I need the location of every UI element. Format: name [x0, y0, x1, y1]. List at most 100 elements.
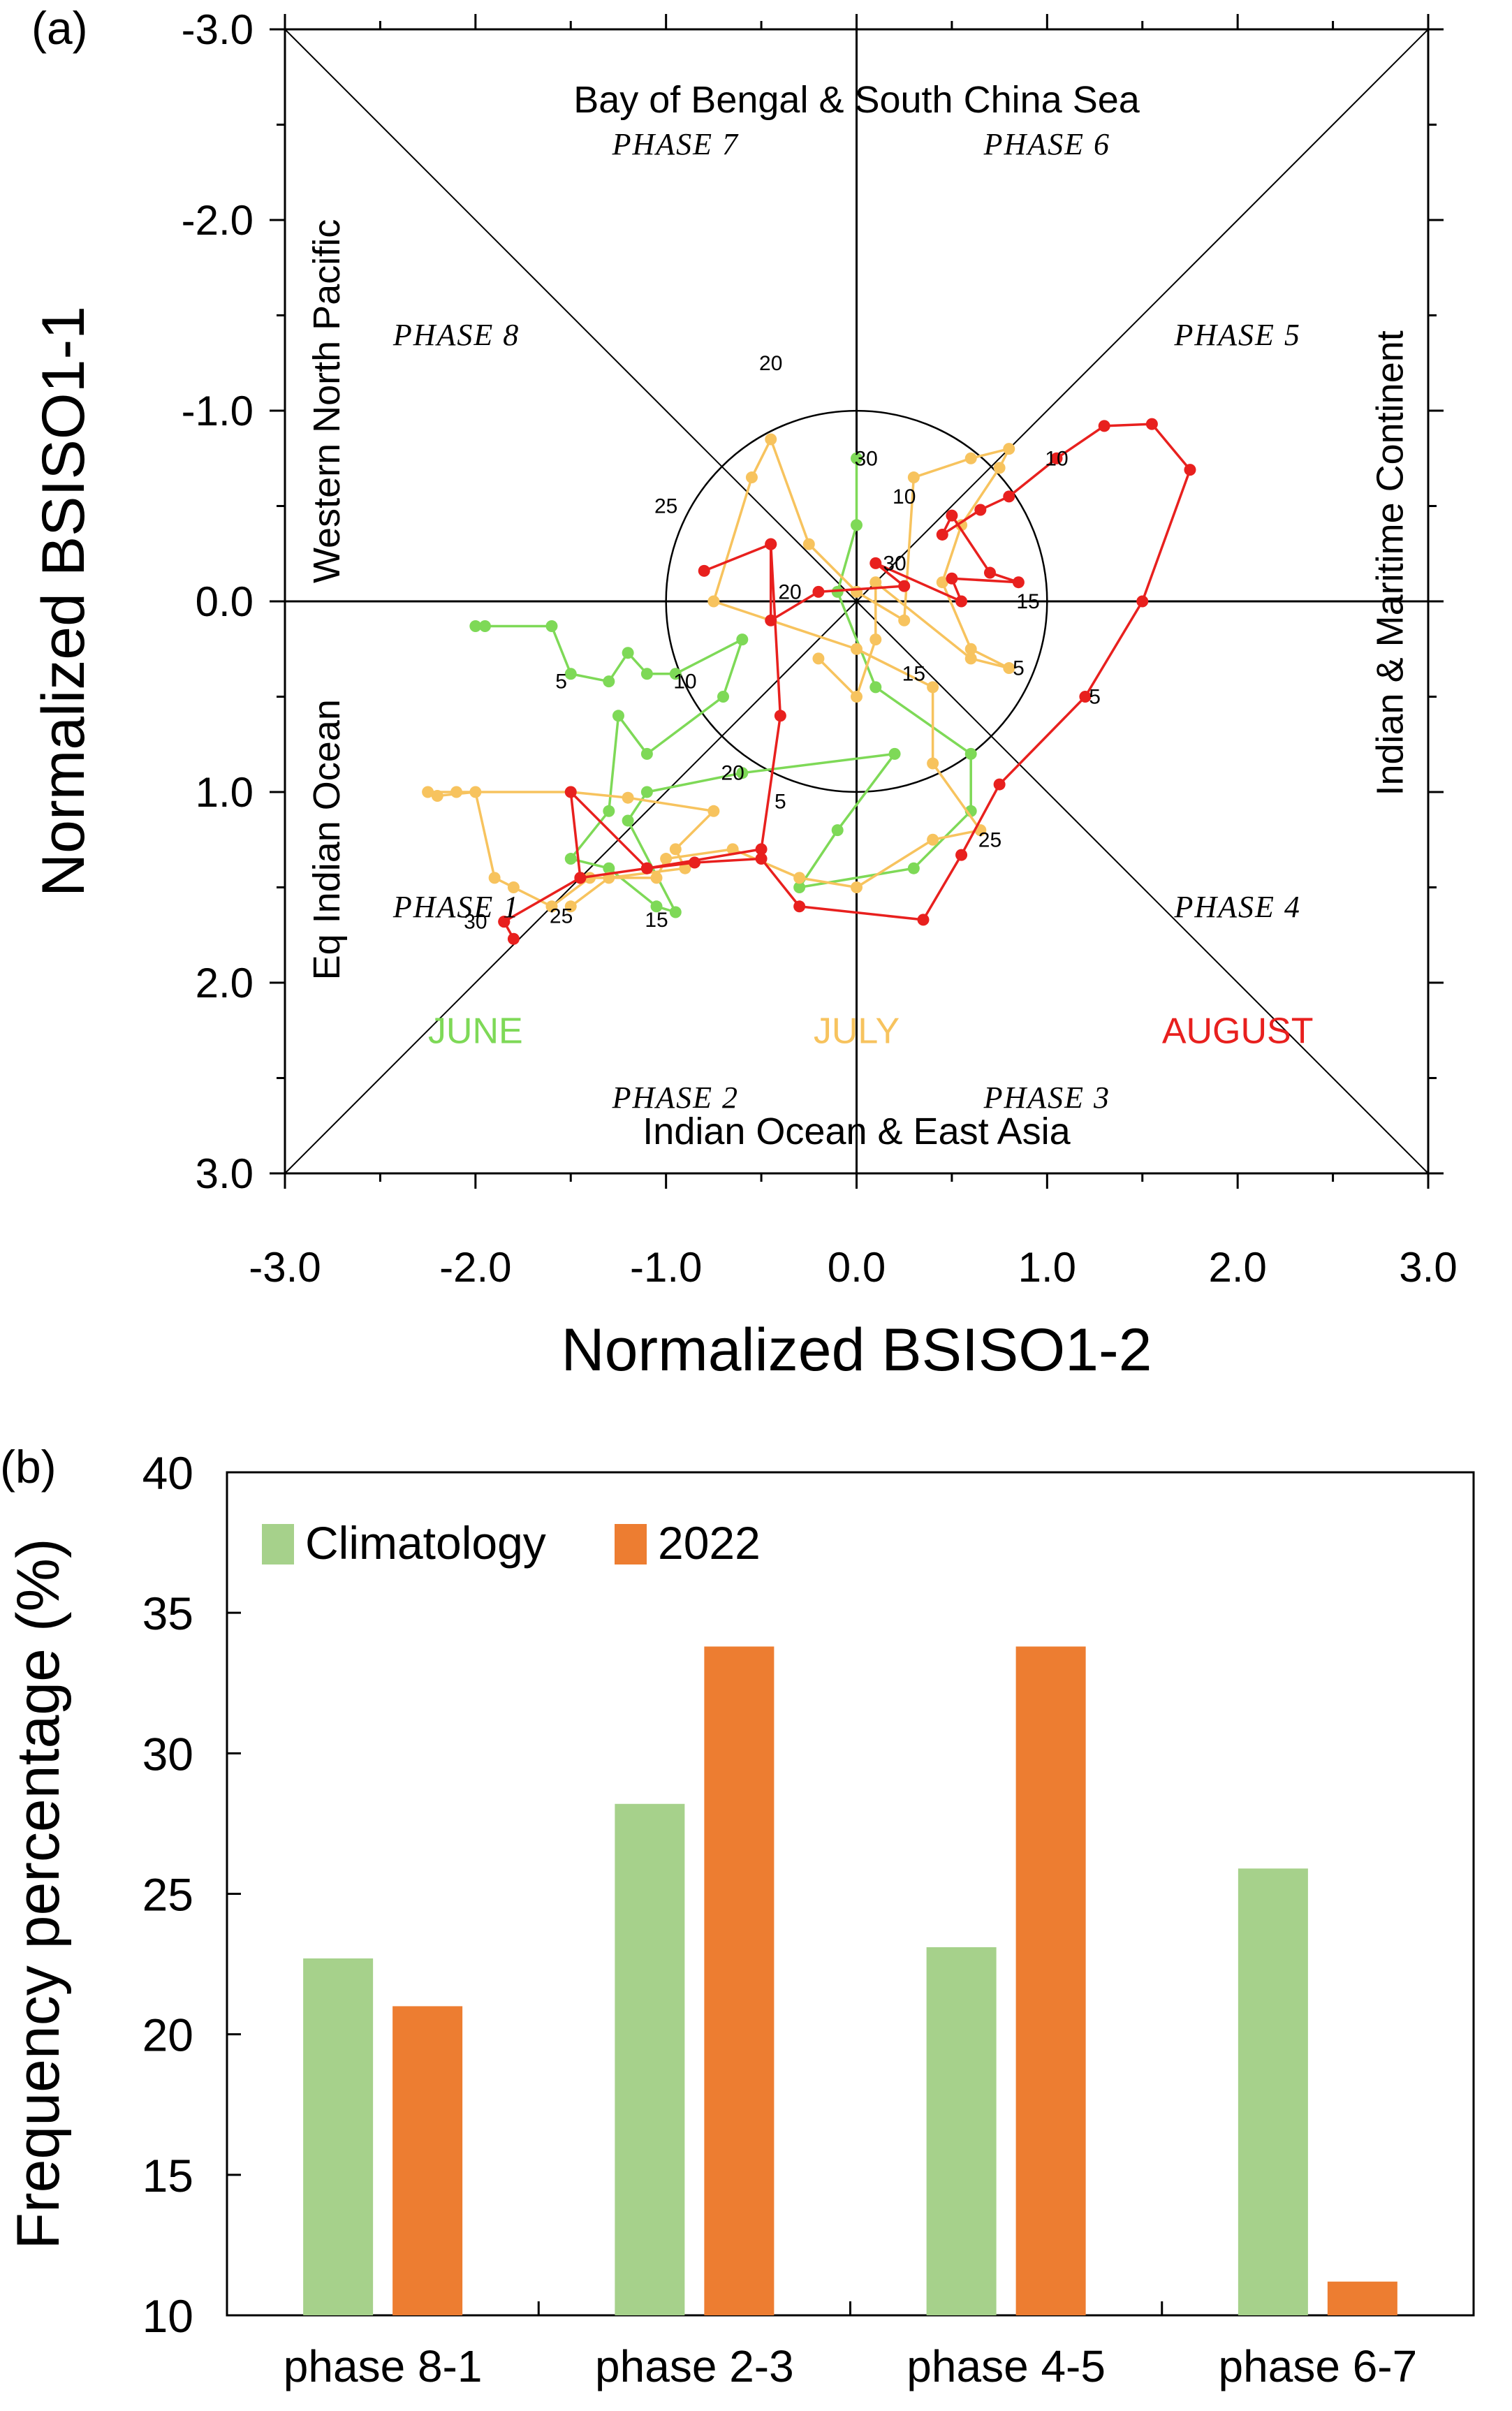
month-label: JULY [814, 1011, 900, 1051]
legend-label: 2022 [658, 1517, 761, 1569]
panel-b-label: (b) [0, 1441, 57, 1493]
day-label: 5 [775, 791, 786, 814]
trajectory-point-july [488, 872, 501, 884]
region-label-right: Indian & Maritime Continent [1369, 330, 1411, 796]
trajectory-point-july [564, 900, 577, 913]
day-label: 30 [854, 447, 877, 470]
trajectory-point-june [564, 853, 577, 865]
x-axis-label: Normalized BSISO1-2 [562, 1317, 1152, 1383]
frequency-bar-chart: 10 15 20 25 30 35 40 phase 8-1 phase 2-3 phase 4-… [5, 1447, 1475, 2391]
trajectory-point-june [831, 824, 844, 837]
bar-climatology [1238, 1868, 1308, 2315]
bar-y-tick-label: 40 [142, 1447, 193, 1499]
trajectory-point-june [612, 710, 624, 722]
phase-label: PHASE 3 [983, 1080, 1110, 1115]
phase-label: PHASE 8 [392, 318, 520, 352]
phase-label: PHASE 4 [1173, 890, 1300, 924]
trajectory-point-july [650, 872, 663, 884]
trajectory-point-july [660, 853, 673, 865]
region-label-top: Bay of Bengal & South China Sea [573, 79, 1140, 121]
bar-climatology [615, 1803, 685, 2315]
trajectory-point-july [812, 652, 825, 665]
trajectory-point-july [936, 576, 948, 589]
trajectory-point-july [669, 843, 682, 856]
day-label: 10 [1045, 447, 1068, 470]
bar-y-axis-label: Frequency percentage (%) [5, 1538, 72, 2249]
trajectory-point-june [736, 767, 749, 779]
trajectory-point-june [869, 681, 882, 694]
trajectory-point-july [898, 614, 911, 626]
phase-label: PHASE 1 [392, 890, 520, 924]
bar-climatology [303, 1958, 374, 2315]
trajectory-point-june [669, 668, 682, 680]
trajectory-point-july [927, 833, 939, 846]
bar-y-tick-label: 35 [142, 1588, 193, 1639]
trajectory-point-august [812, 585, 825, 598]
phase-label: PHASE 5 [1173, 318, 1300, 352]
bar-y-tick-label: 25 [142, 1869, 193, 1921]
day-label: 20 [759, 352, 782, 375]
month-label: AUGUST [1162, 1011, 1314, 1051]
trajectory-point-august [1098, 420, 1110, 432]
trajectory-point-august [955, 849, 968, 861]
trajectory-point-august [765, 614, 777, 626]
day-label: 15 [1016, 590, 1039, 613]
trajectory-point-june [888, 747, 901, 760]
bar-category-label: phase 2-3 [595, 2341, 794, 2391]
trajectory-point-august [1050, 452, 1063, 464]
x-tick-label: -3.0 [249, 1244, 321, 1291]
day-label: 25 [654, 495, 677, 518]
trajectory-point-july [765, 433, 777, 446]
legend-swatch [262, 1524, 294, 1564]
day-label: 10 [673, 670, 696, 694]
trajectory-point-august [755, 843, 768, 856]
diagonal-line-2 [284, 29, 1429, 1174]
phase-label: PHASE 2 [612, 1080, 739, 1115]
region-label-bottom: Indian Ocean & East Asia [643, 1111, 1071, 1152]
trajectory-point-july [869, 633, 882, 646]
trajectory-point-july [726, 843, 739, 856]
trajectory-point-august [1184, 464, 1196, 476]
trajectory-point-june [964, 747, 977, 760]
trajectory-point-july [964, 452, 977, 464]
bar-y-tick-label: 30 [142, 1728, 193, 1780]
day-label: 5 [555, 670, 567, 694]
day-label: 15 [645, 909, 668, 932]
phase-space-diagram: -3.0 -2.0 -1.0 0.0 1.0 2.0 3.0 -3.0 -2.0 -1.0 0.0 1… [30, 6, 1458, 1383]
trajectory-point-june [640, 747, 653, 760]
trajectory-point-august [698, 564, 710, 577]
trajectory-point-june [907, 862, 920, 874]
day-label: 25 [978, 828, 1001, 851]
bar-y-tick-label: 15 [142, 2150, 193, 2201]
trajectory-point-july [1003, 443, 1015, 455]
y-tick-label: 3.0 [196, 1150, 254, 1197]
region-label-left-outer: Eq Indian Ocean [306, 699, 348, 980]
trajectory-point-june [851, 519, 863, 532]
month-label: JUNE [428, 1011, 523, 1051]
trajectory-point-june [603, 862, 615, 874]
trajectory-point-june [564, 668, 577, 680]
trajectory-point-august [774, 710, 786, 722]
trajectory-point-july [869, 576, 882, 589]
trajectory-point-august [1145, 418, 1158, 430]
y-tick-label: -2.0 [182, 197, 254, 244]
x-tick-label: 3.0 [1399, 1244, 1457, 1291]
trajectory-point-june [603, 675, 615, 688]
trajectory-point-august [1003, 490, 1015, 503]
bar-y-tick-label: 10 [142, 2290, 193, 2342]
bar-category-label: phase 8-1 [284, 2341, 483, 2391]
trajectory-point-july [907, 471, 920, 484]
bar-category-label: phase 6-7 [1219, 2341, 1418, 2391]
day-label: 15 [902, 663, 925, 686]
trajectory-point-july [851, 585, 863, 598]
trajectory-point-august [946, 509, 958, 522]
trajectory-point-june [622, 814, 634, 827]
trajectory-point-august [507, 932, 520, 945]
phase-label: PHASE 7 [612, 127, 739, 161]
phase-label: PHASE 6 [983, 127, 1110, 161]
trajectory-point-july [993, 462, 1006, 474]
trajectory-point-august [498, 916, 511, 928]
trajectory-point-june [603, 805, 615, 817]
bar-2022 [1327, 2281, 1397, 2315]
trajectory-point-august [1012, 576, 1025, 589]
